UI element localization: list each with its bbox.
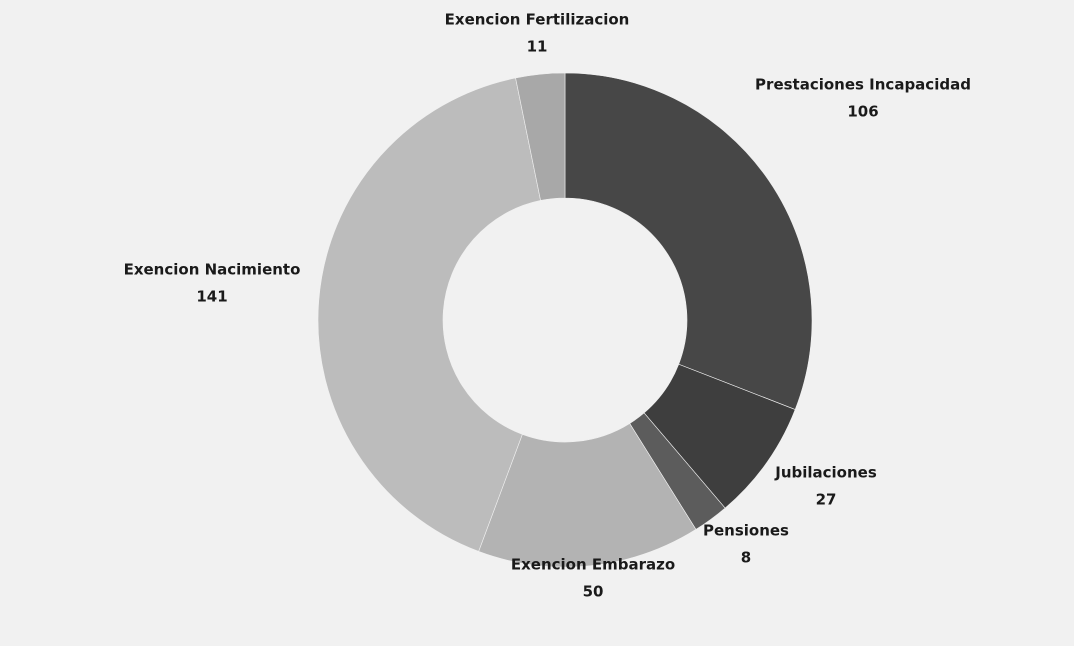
- slice-label: Jubilaciones: [774, 464, 877, 482]
- slice-label: Prestaciones Incapacidad: [755, 76, 971, 94]
- slice-value: 50: [583, 583, 604, 601]
- donut-slice: [564, 72, 813, 410]
- slice-value: 8: [741, 549, 751, 567]
- donut-slice: [515, 72, 566, 201]
- donut-slice: [478, 423, 697, 568]
- slice-label: Exencion Fertilizacion: [445, 11, 630, 29]
- donut-slice: [317, 77, 541, 552]
- slice-value: 27: [816, 491, 837, 509]
- slice-label: Exencion Embarazo: [511, 556, 675, 574]
- slice-label: Exencion Nacimiento: [124, 261, 301, 279]
- slice-value: 141: [196, 288, 227, 306]
- slice-value: 106: [847, 103, 878, 121]
- slice-value: 11: [527, 38, 548, 56]
- slice-label: Pensiones: [703, 522, 789, 540]
